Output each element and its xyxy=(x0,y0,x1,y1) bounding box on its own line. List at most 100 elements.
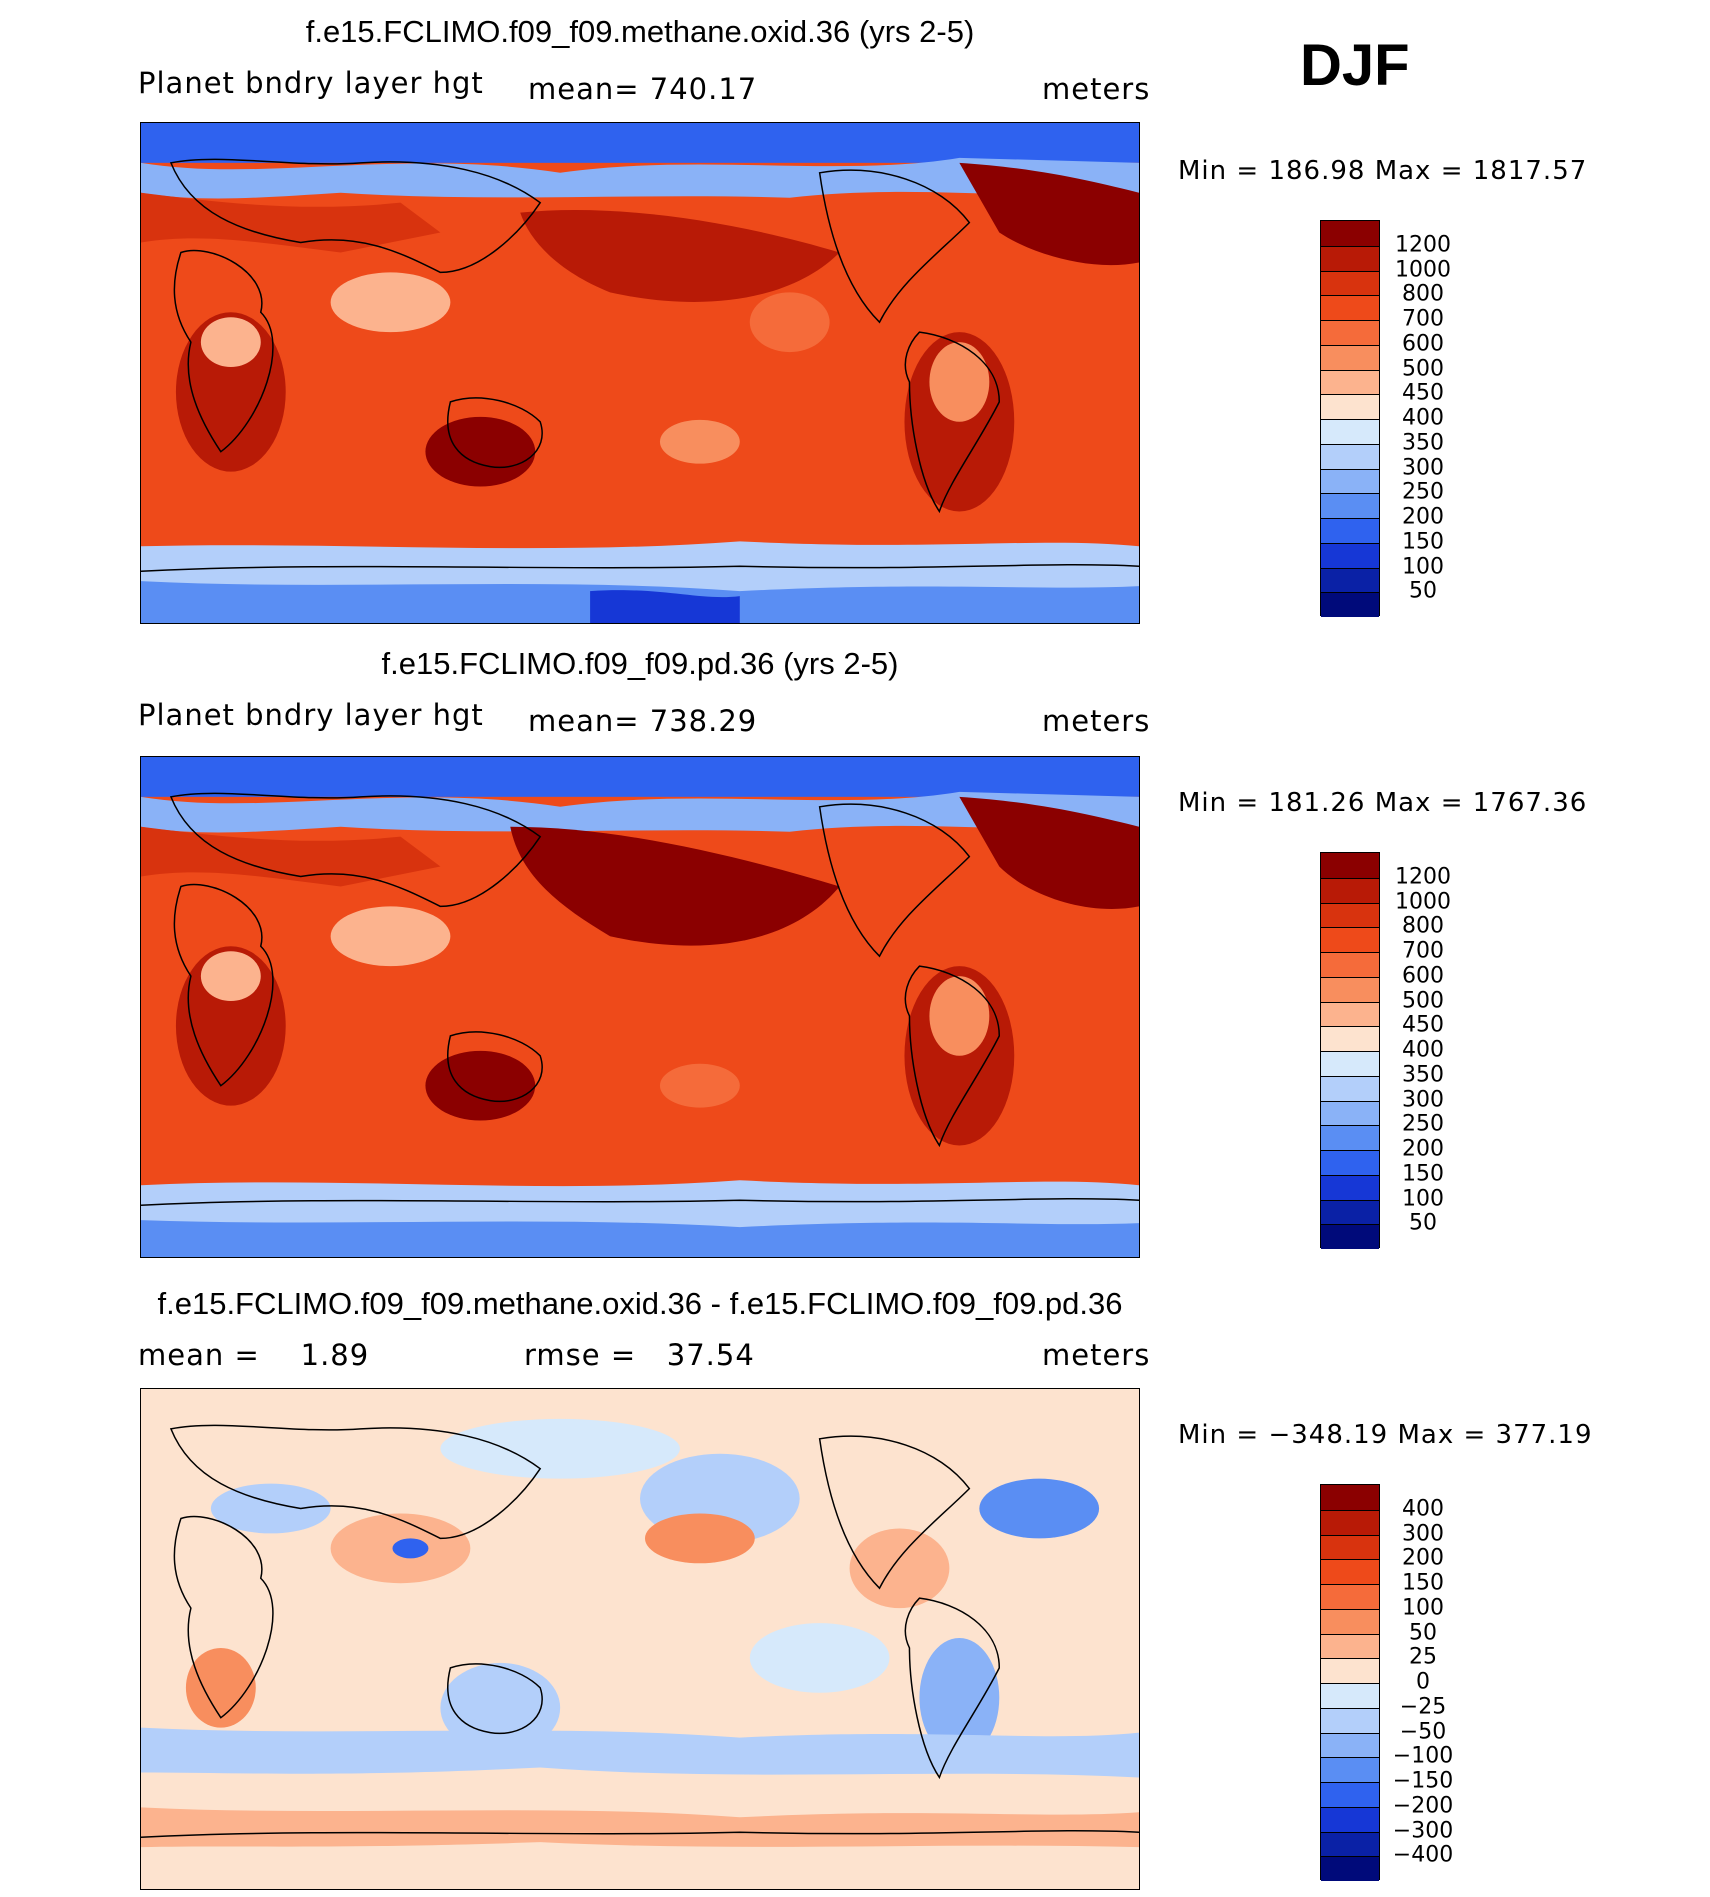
panel2-variable: Planet bndry layer hgt xyxy=(138,698,484,732)
colorbar-segment xyxy=(1321,245,1379,271)
colorbar-tick-label: −300 xyxy=(1392,1818,1454,1843)
colorbar-segment xyxy=(1321,369,1379,395)
panel1-colorbar xyxy=(1320,220,1380,617)
colorbar-segment xyxy=(1321,221,1379,246)
colorbar-tick-label: 50 xyxy=(1409,1620,1437,1645)
colorbar-tick-label: 1000 xyxy=(1395,257,1451,282)
colorbar-tick-label: 1000 xyxy=(1395,889,1451,914)
season-label: DJF xyxy=(1300,33,1410,98)
colorbar-tick-label: 400 xyxy=(1402,405,1444,431)
colorbar-segment xyxy=(1321,270,1379,296)
panel3-mean: mean = 1.89 xyxy=(138,1338,370,1372)
colorbar-tick-label: 25 xyxy=(1409,1644,1437,1670)
colorbar-segment xyxy=(1321,1856,1379,1881)
colorbar-segment xyxy=(1321,1683,1379,1708)
colorbar-segment xyxy=(1321,1658,1379,1683)
panel3-colorbar xyxy=(1320,1484,1380,1881)
colorbar-segment xyxy=(1321,394,1379,419)
colorbar-segment xyxy=(1321,344,1379,370)
colorbar-tick-label: 700 xyxy=(1402,938,1444,964)
colorbar-tick-label: 250 xyxy=(1402,479,1444,505)
colorbar-segment xyxy=(1321,468,1379,494)
colorbar-tick-label: 150 xyxy=(1402,1570,1444,1596)
colorbar-tick-label: 800 xyxy=(1402,281,1444,307)
colorbar-segment xyxy=(1321,976,1379,1002)
colorbar-tick-label: 450 xyxy=(1402,1012,1444,1038)
colorbar-segment xyxy=(1321,1633,1379,1659)
colorbar-segment xyxy=(1321,1732,1379,1758)
colorbar-segment xyxy=(1321,853,1379,878)
colorbar-tick-label: 600 xyxy=(1402,963,1444,989)
colorbar-segment xyxy=(1321,1174,1379,1200)
panel2-mean: mean= 738.29 xyxy=(528,704,758,738)
colorbar-segment xyxy=(1321,952,1379,977)
panel1-colorbar-labels: 1200 1000 800 700 600 500 450 400 350 300 250 200 15… xyxy=(1390,220,1470,616)
colorbar-segment xyxy=(1321,1051,1379,1076)
colorbar-tick-label: 100 xyxy=(1402,1595,1444,1621)
colorbar-segment xyxy=(1321,1001,1379,1027)
colorbar-tick-label: 400 xyxy=(1402,1037,1444,1063)
panel3-map xyxy=(140,1388,1140,1890)
panel2-contour-field xyxy=(141,757,1139,1257)
colorbar-tick-label: 200 xyxy=(1402,1136,1444,1162)
colorbar-segment xyxy=(1321,542,1379,568)
colorbar-segment xyxy=(1321,443,1379,469)
colorbar-tick-label: 200 xyxy=(1402,1545,1444,1571)
colorbar-segment xyxy=(1321,1831,1379,1857)
panel2-minmax: Min = 181.26 Max = 1767.36 xyxy=(1178,788,1588,818)
colorbar-tick-label: 350 xyxy=(1402,430,1444,456)
colorbar-tick-label: 100 xyxy=(1402,554,1444,579)
panel3-contour-field xyxy=(141,1389,1139,1889)
colorbar-segment xyxy=(1321,1806,1379,1832)
panel1-contour-field xyxy=(141,123,1139,623)
colorbar-tick-label: 200 xyxy=(1402,504,1444,530)
colorbar-segment xyxy=(1321,1584,1379,1609)
colorbar-tick-label: −200 xyxy=(1392,1793,1454,1819)
colorbar-tick-label: −25 xyxy=(1399,1694,1447,1720)
colorbar-tick-label: 150 xyxy=(1402,1161,1444,1187)
panel3-units: meters xyxy=(1042,1338,1151,1372)
colorbar-segment xyxy=(1321,1782,1379,1807)
panel2-units: meters xyxy=(1042,704,1151,738)
panel1-minmax: Min = 186.98 Max = 1817.57 xyxy=(1178,156,1588,186)
colorbar-segment xyxy=(1321,1150,1379,1175)
colorbar-segment xyxy=(1321,419,1379,444)
colorbar-segment xyxy=(1321,320,1379,345)
panel2-colorbar xyxy=(1320,852,1380,1249)
panel1-variable: Planet bndry layer hgt xyxy=(138,66,484,100)
colorbar-segment xyxy=(1321,902,1379,928)
colorbar-segment xyxy=(1321,518,1379,543)
colorbar-segment xyxy=(1321,927,1379,952)
panel3-colorbar-labels: 400 300 200 150 100 50 25 0 −25 −50 −100 −150 −200 −3… xyxy=(1390,1484,1470,1880)
colorbar-segment xyxy=(1321,567,1379,593)
colorbar-tick-label: 350 xyxy=(1402,1062,1444,1088)
colorbar-tick-label: 500 xyxy=(1402,356,1444,381)
colorbar-segment xyxy=(1321,1757,1379,1782)
colorbar-tick-label: 1200 xyxy=(1395,232,1451,258)
colorbar-segment xyxy=(1321,1559,1379,1584)
colorbar-segment xyxy=(1321,1199,1379,1225)
colorbar-segment xyxy=(1321,877,1379,903)
panel3-minmax: Min = −348.19 Max = 377.19 xyxy=(1178,1420,1593,1450)
panel2-colorbar-labels: 1200 1000 800 700 600 500 450 400 350 300 250 200 15… xyxy=(1390,852,1470,1248)
colorbar-segment xyxy=(1321,1026,1379,1051)
colorbar-segment xyxy=(1321,1534,1379,1560)
colorbar-segment xyxy=(1321,295,1379,320)
colorbar-segment xyxy=(1321,493,1379,518)
colorbar-segment xyxy=(1321,1509,1379,1535)
colorbar-segment xyxy=(1321,1707,1379,1733)
colorbar-tick-label: 600 xyxy=(1402,331,1444,357)
colorbar-tick-label: 250 xyxy=(1402,1111,1444,1137)
colorbar-tick-label: 50 xyxy=(1409,1210,1437,1236)
colorbar-tick-label: 500 xyxy=(1402,988,1444,1013)
panel2-map xyxy=(140,756,1140,1258)
colorbar-tick-label: 800 xyxy=(1402,913,1444,939)
colorbar-tick-label: 50 xyxy=(1409,578,1437,604)
panel1-map xyxy=(140,122,1140,624)
colorbar-tick-label: 400 xyxy=(1402,1496,1444,1522)
colorbar-tick-label: 0 xyxy=(1416,1669,1430,1695)
panel2-title: f.e15.FCLIMO.f09_f09.pd.36 (yrs 2-5) xyxy=(381,646,899,681)
colorbar-segment xyxy=(1321,1224,1379,1249)
colorbar-tick-label: −50 xyxy=(1399,1719,1447,1744)
colorbar-tick-label: 300 xyxy=(1402,455,1444,480)
